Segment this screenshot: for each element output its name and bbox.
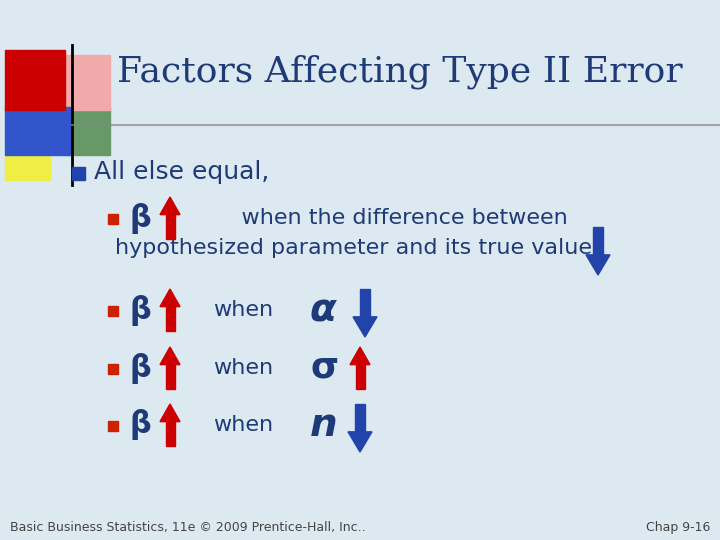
Polygon shape — [353, 317, 377, 337]
Text: All else equal,: All else equal, — [94, 160, 269, 184]
Bar — [166, 364, 174, 389]
Bar — [108, 421, 118, 431]
Bar — [355, 404, 366, 432]
Bar — [166, 422, 174, 446]
Text: when: when — [213, 358, 273, 378]
Bar — [108, 214, 118, 224]
Bar — [356, 364, 364, 389]
Polygon shape — [160, 347, 180, 365]
Polygon shape — [348, 432, 372, 452]
Text: Basic Business Statistics, 11e © 2009 Prentice-Hall, Inc..: Basic Business Statistics, 11e © 2009 Pr… — [10, 522, 366, 535]
Bar — [593, 227, 603, 255]
Text: Chap 9-16: Chap 9-16 — [646, 522, 710, 535]
Bar — [108, 364, 118, 374]
Polygon shape — [586, 255, 610, 275]
Polygon shape — [160, 197, 180, 214]
Text: hypothesized parameter and its true value: hypothesized parameter and its true valu… — [115, 238, 592, 258]
Text: σ: σ — [310, 351, 338, 385]
Text: n: n — [310, 406, 338, 444]
Bar — [5, 107, 70, 155]
Bar — [5, 50, 65, 110]
Text: β: β — [130, 409, 152, 441]
Text: α: α — [310, 291, 337, 329]
Polygon shape — [160, 404, 180, 422]
Bar — [72, 167, 85, 180]
Bar — [166, 214, 174, 239]
Text: when: when — [213, 415, 273, 435]
Text: when the difference between: when the difference between — [213, 208, 568, 228]
Polygon shape — [160, 289, 180, 307]
Bar — [5, 152, 50, 180]
Text: β: β — [130, 294, 152, 326]
Text: Factors Affecting Type II Error: Factors Affecting Type II Error — [117, 55, 683, 89]
Bar — [166, 307, 174, 331]
Text: β: β — [130, 353, 152, 383]
Text: β: β — [130, 202, 152, 233]
Bar — [65, 55, 110, 110]
Polygon shape — [350, 347, 370, 365]
Bar — [65, 107, 110, 155]
Bar — [359, 289, 370, 317]
Text: when: when — [213, 300, 273, 320]
Bar — [108, 306, 118, 316]
